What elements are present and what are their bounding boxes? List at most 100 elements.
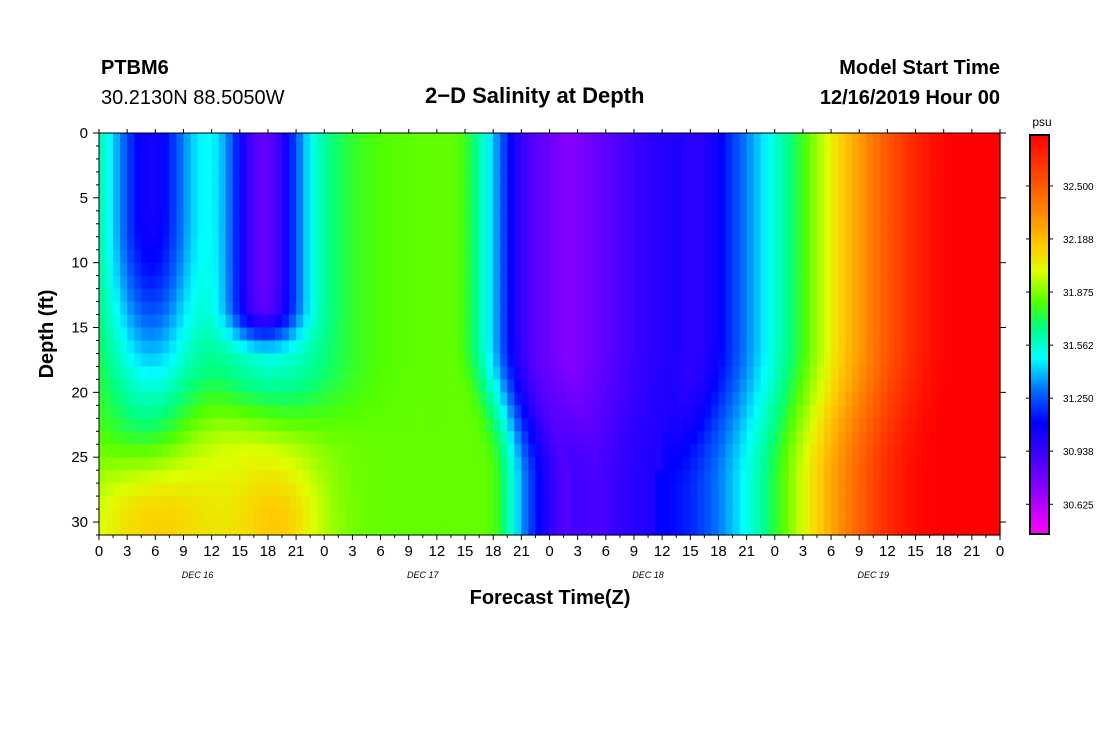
heatmap-cell bbox=[408, 223, 417, 238]
heatmap-cell bbox=[176, 275, 185, 290]
heatmap-cell bbox=[401, 133, 410, 147]
heatmap-cell bbox=[183, 184, 192, 199]
heatmap-cell bbox=[267, 327, 276, 342]
heatmap-cell bbox=[169, 496, 178, 510]
heatmap-cell bbox=[852, 392, 860, 406]
heatmap-cell bbox=[465, 275, 473, 290]
heatmap-cell bbox=[246, 522, 255, 536]
heatmap-cell bbox=[282, 171, 290, 186]
heatmap-cell bbox=[225, 470, 234, 484]
heatmap-cell bbox=[239, 236, 248, 251]
heatmap-cell bbox=[563, 314, 572, 329]
heatmap-cell bbox=[422, 509, 431, 523]
heatmap-cell bbox=[352, 197, 361, 212]
heatmap-cell bbox=[901, 275, 910, 290]
heatmap-cell bbox=[134, 223, 142, 238]
heatmap-cell bbox=[788, 158, 797, 173]
heatmap-cell bbox=[401, 184, 410, 199]
heatmap-cell bbox=[486, 353, 494, 368]
heatmap-cell bbox=[859, 171, 867, 186]
heatmap-cell bbox=[472, 522, 480, 536]
heatmap-cell bbox=[831, 171, 839, 186]
heatmap-cell bbox=[211, 496, 220, 510]
heatmap-cell bbox=[443, 249, 452, 264]
heatmap-cell bbox=[148, 249, 156, 264]
heatmap-cell bbox=[127, 249, 135, 264]
heatmap-cell bbox=[380, 379, 389, 393]
heatmap-cell bbox=[472, 210, 480, 225]
heatmap-cell bbox=[873, 431, 881, 445]
heatmap-cell bbox=[725, 483, 734, 497]
heatmap-cell bbox=[859, 470, 867, 484]
heatmap-cell bbox=[816, 158, 825, 173]
heatmap-cell bbox=[908, 133, 917, 147]
heatmap-cell bbox=[669, 444, 677, 458]
heatmap-cell bbox=[310, 236, 318, 251]
heatmap-cell bbox=[141, 444, 149, 458]
heatmap-cell bbox=[401, 392, 410, 406]
heatmap-cell bbox=[641, 145, 649, 160]
heatmap-cell bbox=[591, 184, 600, 199]
heatmap-cell bbox=[282, 133, 290, 147]
heatmap-cell bbox=[274, 392, 283, 406]
heatmap-cell bbox=[662, 483, 670, 497]
heatmap-cell bbox=[106, 405, 114, 419]
heatmap-cell bbox=[134, 522, 142, 536]
heatmap-cell bbox=[296, 275, 304, 290]
heatmap-cell bbox=[345, 288, 354, 303]
heatmap-cell bbox=[711, 262, 720, 277]
heatmap-cell bbox=[535, 288, 544, 303]
heatmap-cell bbox=[535, 327, 544, 342]
heatmap-cell bbox=[971, 353, 980, 368]
heatmap-cell bbox=[521, 509, 529, 523]
heatmap-cell bbox=[521, 262, 529, 277]
heatmap-cell bbox=[500, 171, 508, 186]
heatmap-cell bbox=[992, 405, 1001, 419]
heatmap-cell bbox=[120, 262, 128, 277]
heatmap-cell bbox=[838, 262, 846, 277]
heatmap-cell bbox=[936, 483, 945, 497]
heatmap-cell bbox=[162, 509, 170, 523]
heatmap-cell bbox=[563, 288, 572, 303]
heatmap-cell bbox=[542, 197, 551, 212]
heatmap-cell bbox=[739, 262, 748, 277]
heatmap-cell bbox=[479, 483, 487, 497]
heatmap-cell bbox=[549, 418, 558, 432]
heatmap-cell bbox=[985, 223, 994, 238]
heatmap-cell bbox=[338, 275, 346, 290]
heatmap-cell bbox=[662, 457, 670, 471]
heatmap-cell bbox=[274, 353, 283, 368]
heatmap-cell bbox=[992, 444, 1001, 458]
heatmap-cell bbox=[549, 223, 558, 238]
heatmap-cell bbox=[155, 145, 163, 160]
heatmap-cell bbox=[113, 262, 121, 277]
heatmap-cell bbox=[415, 405, 424, 419]
heatmap-cell bbox=[676, 133, 684, 147]
heatmap-cell bbox=[310, 340, 318, 355]
heatmap-cell bbox=[155, 223, 163, 238]
heatmap-cell bbox=[422, 301, 431, 316]
heatmap-cell bbox=[964, 223, 973, 238]
heatmap-cell bbox=[633, 366, 642, 380]
heatmap-cell bbox=[99, 392, 107, 406]
heatmap-cell bbox=[852, 431, 860, 445]
heatmap-cell bbox=[802, 249, 811, 264]
heatmap-cell bbox=[563, 522, 572, 536]
heatmap-cell bbox=[866, 509, 874, 523]
heatmap-cell bbox=[415, 275, 424, 290]
heatmap-cell bbox=[401, 509, 410, 523]
heatmap-cell bbox=[472, 314, 480, 329]
heatmap-cell bbox=[809, 223, 818, 238]
heatmap-cell bbox=[781, 249, 790, 264]
heatmap-cell bbox=[134, 314, 142, 329]
heatmap-cell bbox=[802, 353, 811, 368]
heatmap-cell bbox=[690, 379, 698, 393]
heatmap-cell bbox=[120, 431, 128, 445]
heatmap-cell bbox=[120, 444, 128, 458]
heatmap-cell bbox=[296, 249, 304, 264]
heatmap-cell bbox=[176, 262, 185, 277]
heatmap-cell bbox=[366, 236, 375, 251]
heatmap-cell bbox=[746, 262, 755, 277]
heatmap-cell bbox=[176, 457, 185, 471]
heatmap-cell bbox=[359, 197, 368, 212]
